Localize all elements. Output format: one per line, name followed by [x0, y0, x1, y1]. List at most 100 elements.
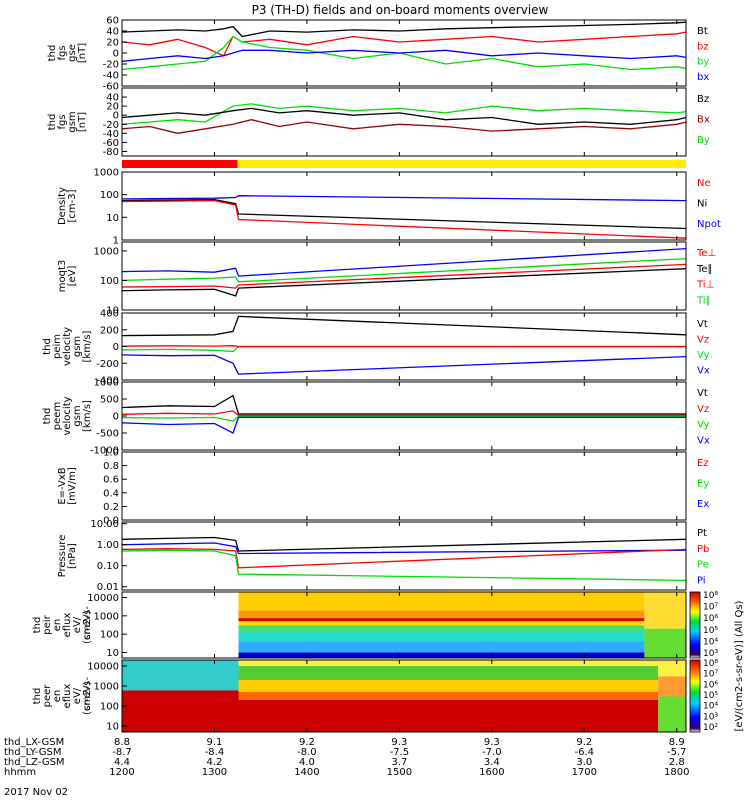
spectrogram-band: [238, 666, 659, 680]
y-tick-label: 0.6: [103, 475, 119, 486]
y-axis-label: eV/: [72, 687, 83, 704]
y-axis-label: (cm2-s-: [82, 606, 93, 644]
y-tick-label: 10: [106, 648, 119, 659]
panel-peer-spec: 10000 1000 100 10 thd peer en eflux eV/(cm2-s-sr…: [32, 659, 687, 733]
legend-label: Pt: [697, 528, 707, 539]
axis-row-value: 1400: [294, 767, 319, 778]
spectrogram-band: [644, 592, 686, 629]
y-tick-label: -200: [96, 359, 119, 370]
y-tick-label: 20: [106, 38, 119, 49]
axis-row-value: 1500: [387, 767, 412, 778]
spectrogram-band: [238, 618, 645, 622]
legend-label: Vz: [697, 335, 709, 346]
legend-label: Vt: [697, 319, 708, 330]
y-axis-label: Pressure: [57, 535, 68, 578]
y-tick-label: 20: [106, 102, 119, 113]
series-Vy: [121, 346, 686, 353]
spectrogram-band: [658, 696, 686, 732]
series-bx: [121, 49, 687, 62]
legend-label: Te∥: [696, 264, 713, 275]
series-Bt: [121, 21, 687, 38]
legend-label: Vt: [697, 388, 708, 399]
legend-label: by: [697, 57, 709, 68]
legend-label: Bt: [697, 26, 708, 37]
series-Ti⊥: [121, 247, 687, 277]
y-axis-label: en: [52, 619, 63, 632]
y-axis-label: sr-eV): [82, 681, 93, 710]
y-axis-label: gsm: [72, 405, 83, 426]
axis-row-value: 4.4: [114, 757, 130, 768]
spectrogram-band: [238, 621, 645, 626]
series-Te∥: [121, 268, 687, 297]
colorbar-tick-label: 10³: [703, 712, 718, 722]
legend-label: Pb: [697, 544, 709, 555]
y-axis-label: eflux: [62, 613, 73, 638]
y-tick-label: 60: [106, 16, 119, 27]
series-Ti∥: [121, 257, 687, 283]
axis-row-value: 1200: [109, 767, 134, 778]
axis-row-value: 9.3: [391, 737, 407, 748]
y-tick-label: 100: [100, 630, 119, 641]
colorbar-tick-label: 10³: [703, 649, 718, 659]
y-tick-label: -40: [103, 129, 119, 140]
series-Vz: [121, 410, 686, 416]
colorbar-tick-label: 10⁶: [703, 614, 718, 624]
y-tick-label: 10: [106, 721, 119, 732]
axis-row-label: thd_LY-GSM: [4, 747, 61, 758]
axis-row-value: 9.3: [484, 737, 500, 748]
series-Vz: [121, 345, 686, 348]
y-tick-label: 0.2: [103, 502, 119, 513]
panel-temperature: 1000 100 10 moqt3 [eV] Te⊥ Te∥ Ti⊥ Ti∥: [57, 241, 716, 317]
axis-row-value: 1600: [479, 767, 504, 778]
colorbar-scale: [689, 591, 701, 659]
y-tick-label: 10.00: [90, 519, 119, 530]
spectrogram-band: [238, 692, 659, 700]
spectrogram-band: [238, 592, 645, 611]
y-tick-label: 1.00: [97, 540, 119, 551]
spectrogram-band: [238, 610, 645, 619]
spectrogram-band: [658, 660, 686, 677]
y-axis-label: moqt3: [57, 260, 68, 293]
legend-label: Ey: [697, 479, 709, 490]
legend-label: Te⊥: [696, 248, 716, 259]
axis-row-value: 3.0: [576, 757, 592, 768]
legend-label: bx: [697, 72, 709, 83]
y-axis-label: (cm2-s-: [82, 677, 93, 715]
y-axis-label: E=-VxB: [57, 467, 68, 504]
axis-row-value: 8.8: [114, 737, 130, 748]
y-tick-label: 1.0: [103, 448, 119, 459]
y-tick-label: 10000: [87, 662, 119, 673]
mode-bar-segment: [122, 160, 238, 168]
axis-row-value: 3.7: [391, 757, 407, 768]
legend-label: Ne: [697, 178, 711, 189]
legend-label: Ni: [697, 199, 707, 210]
series-Bx: [121, 119, 687, 134]
y-axis-label: [mV/m]: [67, 467, 78, 505]
panel-frame: [121, 521, 687, 591]
y-axis-label: peem: [52, 402, 63, 430]
legend-label: Pi: [697, 575, 706, 586]
spectrogram-band: [122, 690, 239, 732]
colorbar-tick-label: 10²: [703, 723, 718, 733]
spectrogram-band: [238, 660, 659, 667]
y-tick-label: 1: [113, 236, 119, 247]
series-Vy: [121, 415, 686, 422]
panel-pressure: 10.00 1.00 0.10 0.01 Pressure [nPa] Pt Pb Pe Pi: [57, 519, 709, 593]
y-axis-label: gse: [67, 44, 78, 62]
y-axis-label: peir: [42, 614, 53, 634]
y-tick-label: 0.4: [103, 488, 119, 499]
y-tick-label: -20: [103, 60, 119, 71]
legend-label: Vy: [697, 420, 710, 431]
axis-row-value: 4.0: [299, 757, 315, 768]
series-Vx: [121, 354, 687, 375]
axis-row-label: thd_LZ-GSM: [4, 757, 65, 768]
series-Vt: [121, 315, 687, 337]
panel-frame: [121, 659, 687, 733]
y-tick-label: 40: [106, 27, 119, 38]
y-axis-label: Density: [57, 187, 68, 225]
y-axis-label: en: [52, 690, 63, 703]
spectrogram-band: [238, 679, 659, 693]
